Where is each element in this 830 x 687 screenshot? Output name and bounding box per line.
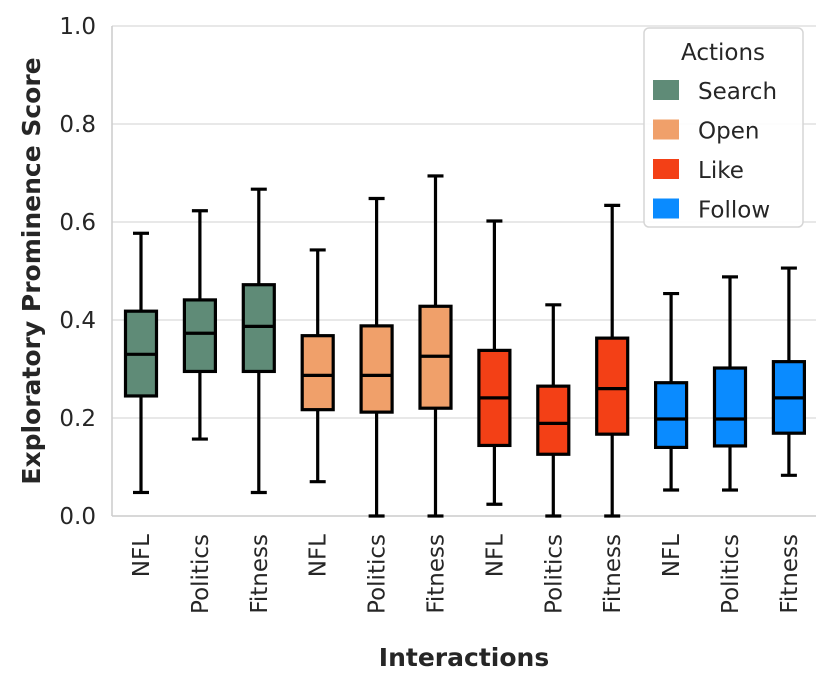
x-tick-label: NFL	[482, 534, 508, 577]
box-like-politics	[536, 303, 571, 518]
legend-swatch	[653, 119, 679, 140]
legend-frame	[643, 27, 804, 228]
legend: Actions Search Open Like Follow	[643, 27, 804, 228]
x-tick-label: NFL	[659, 534, 685, 577]
legend-entries: Search Open Like Follow	[653, 79, 777, 224]
x-tick-label: Fitness	[777, 534, 803, 614]
y-axis-ticks: 0.0 0.2 0.4 0.6 0.8 1.0	[59, 14, 96, 530]
legend-label: Like	[698, 158, 744, 184]
x-tick-label: Fitness	[247, 534, 273, 614]
box-follow-nfl	[653, 291, 689, 492]
legend-swatch	[653, 198, 679, 219]
legend-entry-like: Like	[653, 158, 744, 184]
y-tick-label: 0.2	[59, 406, 96, 432]
x-tick-label: Politics	[365, 534, 391, 614]
box-search-fitness	[241, 187, 276, 495]
x-tick-label: NFL	[129, 534, 155, 577]
x-tick-label: Fitness	[424, 534, 450, 614]
legend-swatch	[653, 80, 679, 100]
box-like-nfl	[477, 219, 512, 506]
legend-entry-open: Open	[653, 119, 759, 145]
x-axis-ticks: NFL Politics Fitness NFL Politics Fitness NFL P…	[129, 534, 803, 614]
box-like-fitness	[595, 203, 630, 518]
x-axis-title: Interactions	[379, 643, 549, 672]
y-tick-label: 0.4	[59, 308, 96, 334]
y-tick-label: 0.0	[59, 504, 96, 530]
legend-title: Actions	[681, 40, 765, 66]
box-open-fitness	[418, 174, 453, 518]
legend-entry-search: Search	[653, 79, 777, 105]
box-iqr	[595, 336, 630, 436]
legend-label: Follow	[698, 198, 770, 224]
box-iqr	[712, 366, 748, 448]
box-follow-politics	[712, 275, 748, 492]
legend-entry-follow: Follow	[653, 198, 770, 224]
box-iqr	[241, 283, 276, 374]
box-open-politics	[359, 196, 394, 518]
box-iqr	[653, 381, 689, 450]
x-tick-label: Politics	[541, 534, 567, 614]
box-open-nfl	[300, 248, 335, 484]
x-tick-label: Politics	[718, 534, 744, 614]
x-tick-label: Politics	[188, 534, 214, 614]
box-iqr	[359, 324, 394, 414]
x-tick-label: Fitness	[600, 534, 626, 614]
box-search-politics	[182, 209, 217, 441]
legend-label: Open	[698, 119, 759, 145]
y-axis-title: Exploratory Prominence Score	[17, 57, 46, 484]
legend-label: Search	[698, 79, 777, 105]
box-iqr	[300, 334, 335, 412]
box-follow-fitness	[771, 266, 807, 477]
y-tick-label: 0.8	[59, 112, 96, 138]
legend-swatch	[653, 159, 679, 179]
box-iqr	[536, 384, 571, 456]
box-iqr	[182, 298, 217, 374]
axes-spines	[111, 26, 816, 517]
x-tick-label: NFL	[306, 534, 332, 577]
y-tick-label: 0.6	[59, 210, 96, 236]
box-series	[123, 174, 807, 518]
box-search-nfl	[123, 231, 159, 495]
y-tick-label: 1.0	[59, 14, 96, 40]
